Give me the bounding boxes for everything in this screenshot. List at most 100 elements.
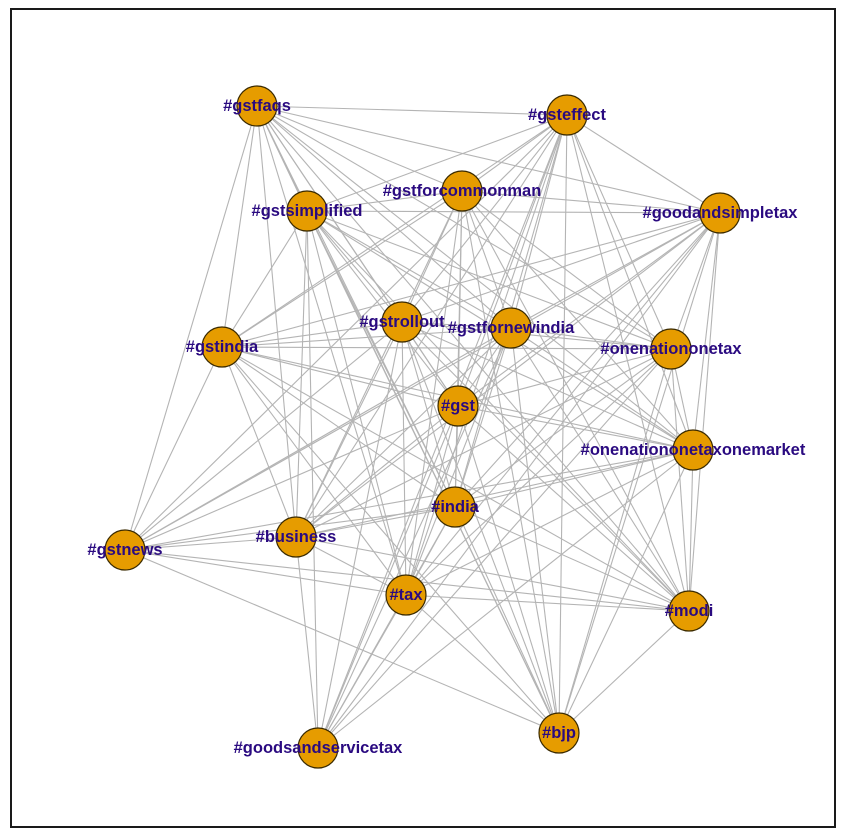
edge-gst-modi — [457, 405, 690, 612]
edge-gstforcommonman-modi — [461, 190, 690, 612]
edge-business-goodsandservicetax — [295, 536, 319, 749]
edge-gstfornewindia-gstnews — [124, 327, 512, 551]
node-gsteffect — [546, 94, 588, 136]
edge-gstsimplified-gstindia — [221, 210, 308, 348]
edge-onenationonetaxonemarket-tax — [405, 449, 694, 596]
edge-business-tax — [295, 536, 407, 596]
edge-gstfaqs-gstfornewindia — [256, 105, 512, 329]
edge-gstindia-onenationonetax — [221, 346, 672, 350]
edge-onenationonetaxonemarket-india — [454, 449, 694, 508]
edge-gsteffect-goodsandservicetax — [317, 114, 568, 749]
node-gstnews — [104, 529, 146, 571]
edge-gstfornewindia-modi — [510, 327, 690, 612]
edge-goodandsimpletax-gstnews — [124, 212, 721, 551]
node-label-onenationonetax: #onenationonetax — [600, 340, 742, 358]
edge-goodandsimpletax-business — [295, 212, 721, 538]
node-gstforcommonman — [441, 170, 483, 212]
edge-gsteffect-gstnews — [124, 114, 568, 551]
edge-gstindia-bjp — [221, 346, 560, 734]
diagram-frame: #gstfaqs #gsteffect #gstforcommonman #gstsi… — [10, 8, 836, 828]
edge-gstrollout-business — [295, 321, 403, 538]
edge-gstrollout-bjp — [401, 321, 560, 734]
edge-goodandsimpletax-gst — [457, 212, 721, 407]
edge-modi-bjp — [558, 610, 690, 734]
edge-gstnews-bjp — [124, 549, 560, 734]
edge-gstfornewindia-business — [295, 327, 512, 538]
edge-gstsimplified-bjp — [306, 210, 560, 734]
edge-onenationonetax-tax — [405, 348, 672, 596]
node-modi — [668, 590, 710, 632]
edge-tax-goodsandservicetax — [317, 594, 407, 749]
node-label-gsteffect: #gsteffect — [528, 106, 606, 124]
node-label-onenationonetaxonemarket: #onenationonetaxonemarket — [581, 441, 806, 459]
node-gstrollout — [381, 301, 423, 343]
edge-onenationonetax-modi — [670, 348, 690, 612]
node-label-gstrollout: #gstrollout — [359, 313, 445, 331]
node-label-india: #india — [431, 498, 480, 516]
edge-gsteffect-gstforcommonman — [461, 114, 568, 192]
edge-gstfaqs-modi — [256, 105, 690, 612]
edge-goodandsimpletax-gstrollout — [401, 212, 721, 323]
node-gstindia — [201, 326, 243, 368]
edge-gstfaqs-business — [256, 105, 297, 538]
edge-gstforcommonman-gstfornewindia — [461, 190, 512, 329]
edge-tax-modi — [405, 594, 690, 612]
node-label-gstindia: #gstindia — [186, 338, 259, 356]
edge-gstindia-tax — [221, 346, 407, 596]
edge-onenationonetax-business — [295, 348, 672, 538]
edge-gstfaqs-gstnews — [124, 105, 258, 551]
node-business — [275, 516, 317, 558]
node-goodsandservicetax — [297, 727, 339, 769]
edge-gstrollout-tax — [401, 321, 407, 596]
edge-goodandsimpletax-bjp — [558, 212, 721, 734]
edge-gstrollout-gstindia — [221, 321, 403, 348]
edge-onenationonetax-gst — [457, 348, 672, 407]
edge-gsteffect-onenationonetax — [566, 114, 672, 350]
edge-gstsimplified-goodandsimpletax — [306, 210, 721, 214]
node-gstfaqs — [236, 85, 278, 127]
edge-gst-tax — [405, 405, 459, 596]
edge-gstsimplified-gstfornewindia — [306, 210, 512, 329]
edge-gstsimplified-modi — [306, 210, 690, 612]
edge-gstfaqs-gsteffect — [256, 105, 568, 116]
edge-gsteffect-tax — [405, 114, 568, 596]
edge-gstfornewindia-gstindia — [221, 327, 512, 348]
edge-gstforcommonman-goodandsimpletax — [461, 190, 721, 214]
edge-gst-goodsandservicetax — [317, 405, 459, 749]
edge-gstindia-gstnews — [124, 346, 223, 551]
edge-gsteffect-modi — [566, 114, 690, 612]
node-bjp — [538, 712, 580, 754]
edge-layer — [124, 105, 721, 749]
edge-goodandsimpletax-onenationonetaxonemarket — [692, 212, 721, 451]
edge-gstforcommonman-gstsimplified — [306, 190, 463, 212]
edge-gst-gstnews — [124, 405, 459, 551]
edge-tax-bjp — [405, 594, 560, 734]
edge-gstfornewindia-tax — [405, 327, 512, 596]
edge-goodandsimpletax-modi — [688, 212, 721, 612]
edge-gsteffect-gstindia — [221, 114, 568, 348]
edge-gstrollout-onenationonetax — [401, 321, 672, 350]
edge-onenationonetax-bjp — [558, 348, 672, 734]
edge-gsteffect-gstsimplified — [306, 114, 568, 212]
edge-gstsimplified-gst — [306, 210, 459, 407]
edge-gsteffect-bjp — [558, 114, 568, 734]
edge-gstrollout-india — [401, 321, 456, 508]
edge-onenationonetaxonemarket-gstnews — [124, 449, 694, 551]
node-label-gstnews: #gstnews — [87, 541, 162, 559]
node-label-goodsandservicetax: #goodsandservicetax — [234, 739, 404, 757]
edge-gsteffect-gstrollout — [401, 114, 568, 323]
edge-gsteffect-goodandsimpletax — [566, 114, 721, 214]
edge-gsteffect-onenationonetaxonemarket — [566, 114, 694, 451]
edge-onenationonetax-goodsandservicetax — [317, 348, 672, 749]
edge-gstfaqs-gstindia — [221, 105, 258, 348]
edge-onenationonetaxonemarket-bjp — [558, 449, 694, 734]
node-tax — [385, 574, 427, 616]
node-gstsimplified — [286, 190, 328, 232]
node-label-bjp: #bjp — [542, 724, 576, 742]
edge-gstfornewindia-india — [454, 327, 512, 508]
edge-gstsimplified-tax — [306, 210, 407, 596]
edge-gstsimplified-gstrollout — [306, 210, 403, 323]
edge-gstnews-tax — [124, 549, 407, 596]
node-label-gstforcommonman: #gstforcommonman — [383, 182, 542, 200]
node-layer — [104, 85, 741, 769]
